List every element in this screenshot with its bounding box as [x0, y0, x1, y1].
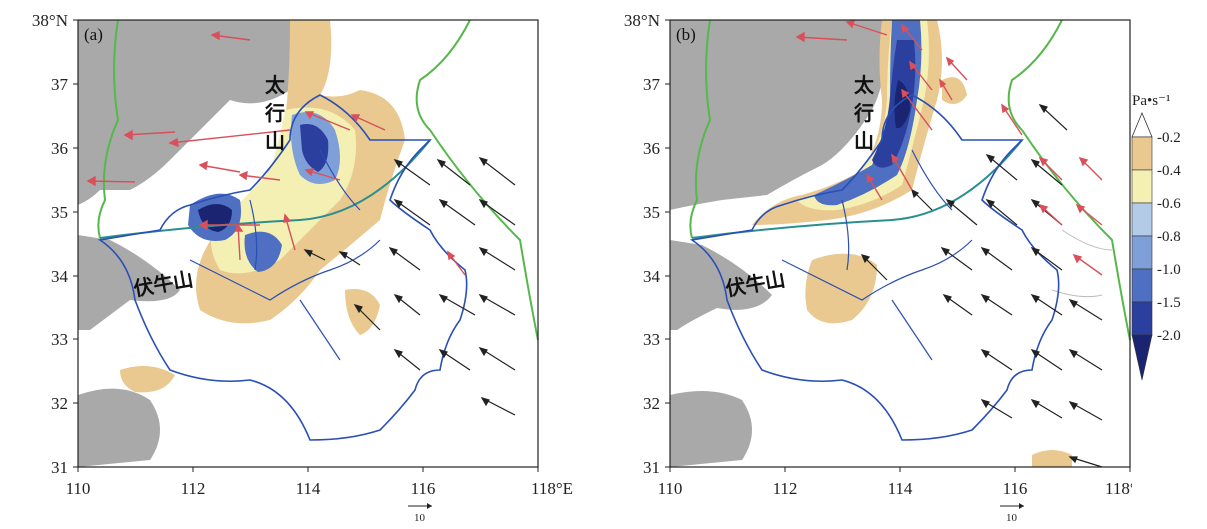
- terrain-mask-southwest: [670, 391, 752, 467]
- y-tick-label: 38°N: [624, 11, 660, 30]
- panel-tag: (b): [676, 25, 696, 44]
- wind-vectors-red-a: [86, 30, 466, 276]
- mountain-label-taihang-1: 太: [854, 73, 875, 97]
- shading-darkblue-north: [300, 124, 329, 172]
- wind-vectors-red-b: [795, 20, 1103, 276]
- y-tick-label: 32: [643, 394, 660, 413]
- terrain-mask-west: [670, 240, 772, 330]
- y-tick-label: 33: [51, 330, 68, 349]
- colorbar-label: -0.2: [1157, 130, 1181, 146]
- county-lines-a: [189, 149, 381, 361]
- x-tick-label: 114: [296, 479, 321, 498]
- mountain-label-taihang-2: 行: [853, 101, 874, 125]
- x-tick-label: 112: [181, 479, 206, 498]
- y-tick-label: 36: [51, 139, 68, 158]
- reference-vector-value: 10: [414, 512, 426, 524]
- reference-vector-b: [1000, 503, 1024, 509]
- mountain-label-taihang-2: 行: [264, 101, 285, 125]
- wind-vectors-black-a: [303, 157, 516, 416]
- colorbar-label: -0.6: [1157, 196, 1181, 212]
- colorbar-label: -2.0: [1157, 328, 1181, 344]
- river-west-b: [689, 19, 712, 239]
- boundary-gray-b: [1051, 229, 1113, 298]
- y-tick-label: 37: [643, 75, 661, 94]
- x-tick-label: 112: [773, 479, 798, 498]
- map-panel-a: 38°N 37 36 35 34 33 32 31 110 112 114 11…: [32, 11, 573, 524]
- mountain-label-taihang-1: 太: [265, 73, 286, 97]
- y-tick-label: 32: [51, 394, 68, 413]
- y-tick-label: 34: [643, 267, 661, 286]
- shading-blue-center: [244, 231, 282, 272]
- colorbar-bottom-cap: [1131, 334, 1153, 381]
- mountain-label-taihang-3: 山: [854, 129, 874, 153]
- colorbar-unit: Pa•s⁻¹: [1132, 93, 1171, 109]
- shading-tan-south: [120, 366, 175, 393]
- terrain-mask-southwest: [78, 388, 160, 467]
- colorbar-segment: [1131, 169, 1153, 204]
- x-tick-label: 110: [66, 479, 91, 498]
- colorbar-segment: [1131, 235, 1153, 270]
- colorbar-segment: [1131, 268, 1153, 303]
- reference-vector-value: 10: [1006, 512, 1018, 524]
- y-tick-label: 31: [51, 458, 68, 477]
- map-panel-b: 38°N 37 36 35 34 33 32 31 110 112 114 11…: [624, 11, 1132, 524]
- y-tick-label: 31: [643, 458, 660, 477]
- ticks-a: [73, 19, 539, 472]
- river-west-a: [97, 19, 120, 239]
- terrain-mask-north: [670, 20, 886, 210]
- ticks-b: [665, 19, 1131, 472]
- y-tick-label: 37: [51, 75, 69, 94]
- y-tick-label: 35: [643, 203, 660, 222]
- colorbar-segment: [1131, 301, 1153, 336]
- shading-tan-ne: [942, 77, 967, 104]
- x-tick-label: 114: [888, 479, 913, 498]
- colorbar-label: -1.0: [1157, 262, 1181, 278]
- colorbar-label: -1.5: [1157, 295, 1181, 311]
- colorbar-top-cap: [1131, 111, 1153, 138]
- county-lines-b: [781, 149, 973, 361]
- x-tick-label: 116: [411, 479, 436, 498]
- terrain-mask-west: [78, 235, 180, 330]
- river-north-a: [415, 19, 471, 131]
- x-tick-label: 116: [1003, 479, 1028, 498]
- x-tick-label: 118°E: [531, 479, 573, 498]
- colorbar-label: -0.8: [1157, 229, 1181, 245]
- y-tick-label: 35: [51, 203, 68, 222]
- y-tick-label: 34: [51, 267, 69, 286]
- y-tick-label: 38°N: [32, 11, 68, 30]
- colorbar-segment: [1131, 136, 1153, 171]
- terrain-mask-north: [78, 20, 308, 205]
- river-north-b: [1007, 19, 1063, 131]
- y-tick-label: 33: [643, 330, 660, 349]
- coast-east-a: [429, 129, 539, 341]
- province-outline-b: [689, 94, 1060, 441]
- colorbar-segment: [1131, 202, 1153, 237]
- colorbar: Pa•s⁻¹ -0.2 -0.4 -0.6 -0.8 -1.0 -1.5 -2.…: [1131, 93, 1181, 381]
- colorbar-label: -0.4: [1157, 163, 1181, 179]
- mountain-label-taihang-3: 山: [265, 129, 285, 153]
- x-tick-label: 118°E: [1105, 479, 1132, 498]
- wind-vectors-black-b: [860, 104, 1103, 468]
- x-tick-label: 110: [658, 479, 683, 498]
- shading-tan-se: [1032, 450, 1072, 467]
- panel-tag: (a): [84, 25, 103, 44]
- reference-vector-a: [408, 503, 432, 509]
- shading-tan-center: [805, 253, 877, 324]
- y-tick-label: 36: [643, 139, 660, 158]
